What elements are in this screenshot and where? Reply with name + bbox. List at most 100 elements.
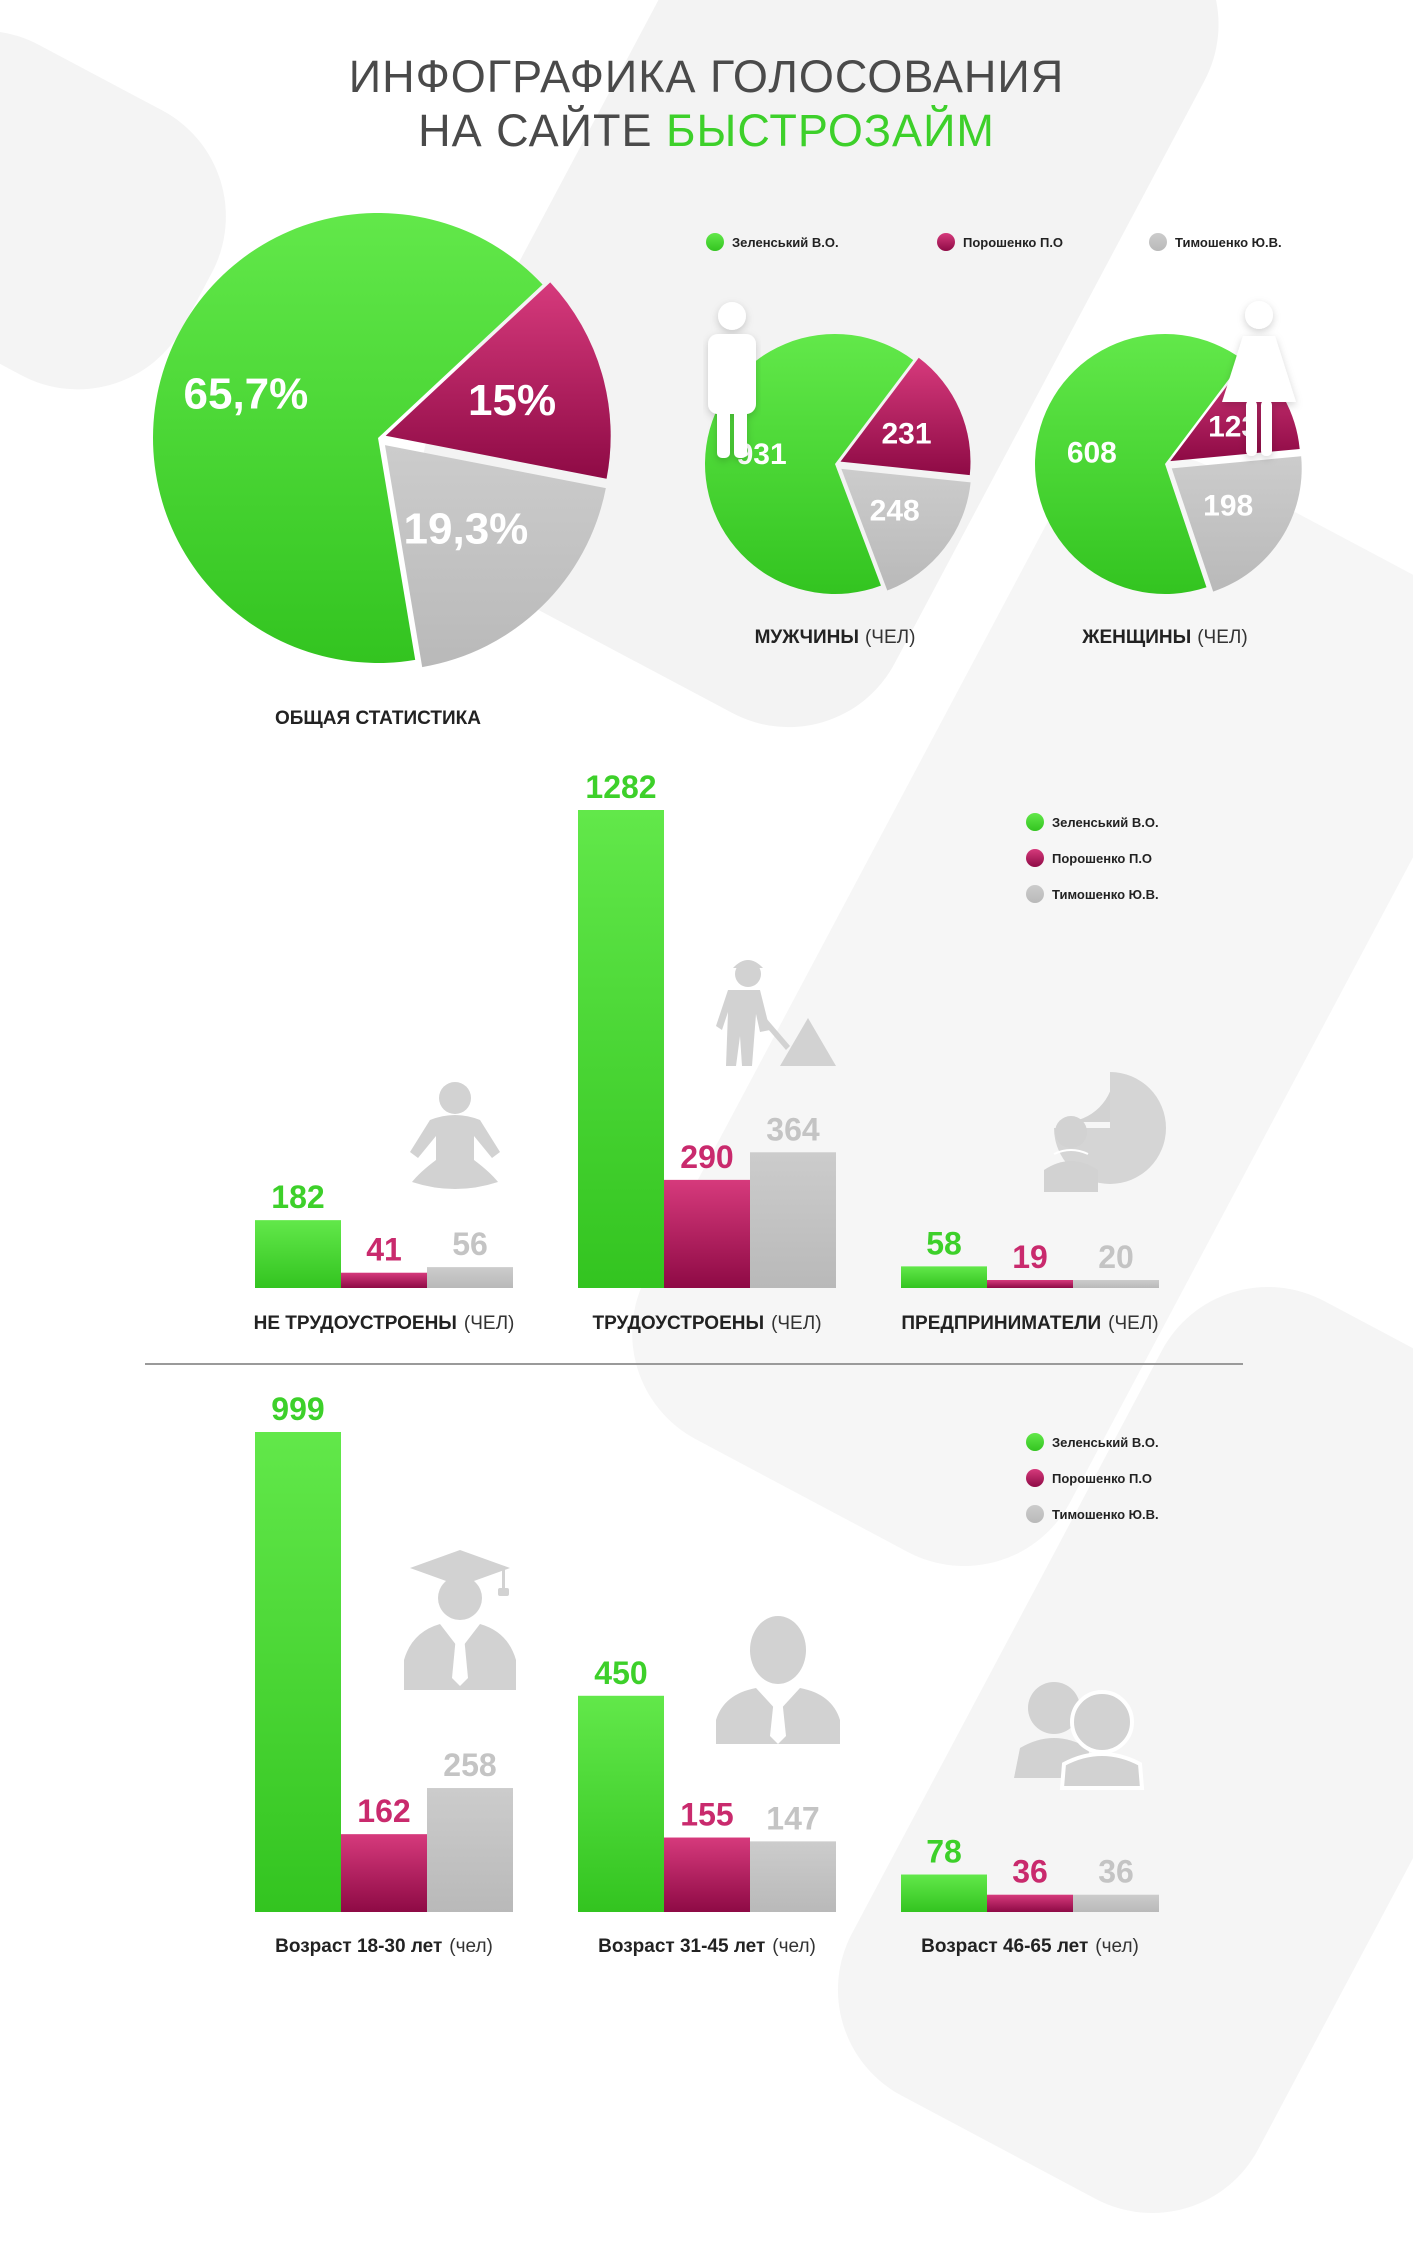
businessman-chart-icon xyxy=(1044,1072,1166,1192)
legend-label: Тимошенко Ю.В. xyxy=(1175,235,1282,250)
bar-group-label-unit: (ЧЕЛ) xyxy=(771,1313,821,1334)
pie-slice-label: 15% xyxy=(468,376,556,425)
bar xyxy=(901,1266,987,1288)
bar-group-label-bold: ТРУДОУСТРОЕНЫ xyxy=(592,1313,764,1334)
legend-label: Зеленський В.О. xyxy=(1052,815,1159,830)
bar-group-label-bold: Возраст 31-45 лет xyxy=(598,1936,765,1957)
bar-group-label-bold: НЕ ТРУДОУСТРОЕНЫ xyxy=(254,1313,457,1334)
bar-group-label-unit: (ЧЕЛ) xyxy=(1108,1313,1158,1334)
legend-label: Порошенко П.О xyxy=(1052,851,1152,866)
legend-marker xyxy=(937,233,955,251)
bar-group-label-bold: Возраст 18-30 лет xyxy=(275,1936,442,1957)
legend-marker xyxy=(1026,1433,1044,1451)
bar-value-label: 56 xyxy=(452,1226,488,1262)
pie-slice xyxy=(385,282,611,479)
bar-value-label: 147 xyxy=(766,1800,819,1836)
bar xyxy=(1073,1894,1159,1912)
page-title: ИНФОГРАФИКА ГОЛОСОВАНИЯ НА САЙТЕ БЫСТРОЗ… xyxy=(0,50,1413,158)
bar-value-label: 36 xyxy=(1012,1854,1048,1890)
legend-marker xyxy=(706,233,724,251)
legend-marker xyxy=(1026,813,1044,831)
caption-women-bold: ЖЕНЩИНЫ xyxy=(1081,627,1191,648)
bar xyxy=(578,810,664,1288)
bar-group-label: НЕ ТРУДОУСТРОЕНЫ (ЧЕЛ) xyxy=(254,1313,515,1334)
pie-slice-label: 19,3% xyxy=(404,505,529,554)
pie-slice xyxy=(705,333,914,594)
bar-group-label: Возраст 31-45 лет (чел) xyxy=(598,1936,816,1957)
legend-label: Тимошенко Ю.В. xyxy=(1052,887,1159,902)
bar-value-label: 182 xyxy=(271,1179,324,1215)
pie-slice xyxy=(1171,456,1302,592)
pie-slice-label: 248 xyxy=(870,495,920,528)
legend-marker xyxy=(1026,1505,1044,1523)
bar xyxy=(427,1788,513,1912)
bar xyxy=(901,1874,987,1912)
pie-slice-label: 198 xyxy=(1203,490,1253,523)
caption-men: МУЖЧИНЫ (ЧЕЛ) xyxy=(755,627,916,648)
pie-slice xyxy=(153,212,543,663)
caption-overall: ОБЩАЯ СТАТИСТИКА xyxy=(275,708,481,729)
bar-value-label: 78 xyxy=(926,1834,962,1870)
bar xyxy=(341,1272,427,1288)
bar-group-label-unit: (ЧЕЛ) xyxy=(464,1313,514,1334)
legend-top: Зеленський В.О. Порошенко П.О Тимошенко Ю.… xyxy=(706,233,1282,251)
bar-group-label-unit: (чел) xyxy=(772,1936,816,1957)
caption-men-thin: (ЧЕЛ) xyxy=(865,627,915,648)
bar xyxy=(750,1152,836,1288)
pie-slice xyxy=(840,357,971,476)
bar-value-label: 258 xyxy=(443,1747,496,1783)
bar xyxy=(427,1267,513,1288)
bar xyxy=(987,1280,1073,1288)
legend-label: Порошенко П.О xyxy=(963,235,1063,250)
bar xyxy=(255,1220,341,1288)
legend-label: Порошенко П.О xyxy=(1052,1471,1152,1486)
graduate-icon xyxy=(404,1550,516,1690)
pie-chart-overall: 65,7% 15% 19,3% xyxy=(153,212,611,668)
bar-group-label: ПРЕДПРИНИМАТЕЛИ (ЧЕЛ) xyxy=(901,1313,1158,1334)
pie-slice-label: 608 xyxy=(1067,437,1117,470)
title-line-2: НА САЙТЕ БЫСТРОЗАЙМ xyxy=(0,104,1413,158)
bar-group-label-unit: (чел) xyxy=(1095,1936,1139,1957)
bar-value-label: 999 xyxy=(271,1391,324,1427)
bar-value-label: 58 xyxy=(926,1225,962,1261)
bar-group-label: Возраст 18-30 лет (чел) xyxy=(275,1936,493,1957)
bar xyxy=(578,1695,664,1912)
pie-slice xyxy=(841,468,971,591)
worker-icon xyxy=(716,960,836,1066)
pie-slice xyxy=(384,445,606,668)
bar-value-label: 36 xyxy=(1098,1854,1134,1890)
bar-value-label: 162 xyxy=(357,1793,410,1829)
title-line-2-prefix: НА САЙТЕ xyxy=(418,105,666,156)
bar-value-label: 450 xyxy=(594,1655,647,1691)
legend-marker xyxy=(1149,233,1167,251)
bar-group-label: Возраст 46-65 лет (чел) xyxy=(921,1936,1139,1957)
pie-slice-label: 231 xyxy=(881,417,931,450)
bar xyxy=(750,1841,836,1912)
businessman-icon xyxy=(716,1616,840,1744)
legend-age: Зеленський В.О. Порошенко П.О Тимошенко Ю.… xyxy=(1026,1433,1159,1523)
elderly-couple-icon xyxy=(1014,1682,1145,1790)
pie-slice xyxy=(1035,334,1244,594)
title-brand: БЫСТРОЗАЙМ xyxy=(665,105,995,156)
pie-slice-label: 65,7% xyxy=(184,370,309,419)
meditation-person-icon xyxy=(410,1082,500,1189)
bar-value-label: 155 xyxy=(680,1797,733,1833)
legend-label: Зеленський В.О. xyxy=(732,235,839,250)
bar-value-label: 364 xyxy=(766,1111,820,1147)
bar xyxy=(664,1179,750,1288)
legend-employment: Зеленський В.О. Порошенко П.О Тимошенко Ю.… xyxy=(1026,813,1159,903)
legend-marker xyxy=(1026,1469,1044,1487)
caption-women-thin: (ЧЕЛ) xyxy=(1197,627,1247,648)
bar xyxy=(255,1432,341,1912)
female-icon xyxy=(1222,301,1296,456)
male-icon xyxy=(708,302,756,458)
bar-group-label-bold: Возраст 46-65 лет xyxy=(921,1936,1088,1957)
bar-value-label: 290 xyxy=(680,1139,733,1175)
bar xyxy=(341,1834,427,1912)
bar-group-label-unit: (чел) xyxy=(449,1936,493,1957)
legend-marker xyxy=(1026,849,1044,867)
bar xyxy=(1073,1280,1159,1288)
legend-label: Тимошенко Ю.В. xyxy=(1052,1507,1159,1522)
